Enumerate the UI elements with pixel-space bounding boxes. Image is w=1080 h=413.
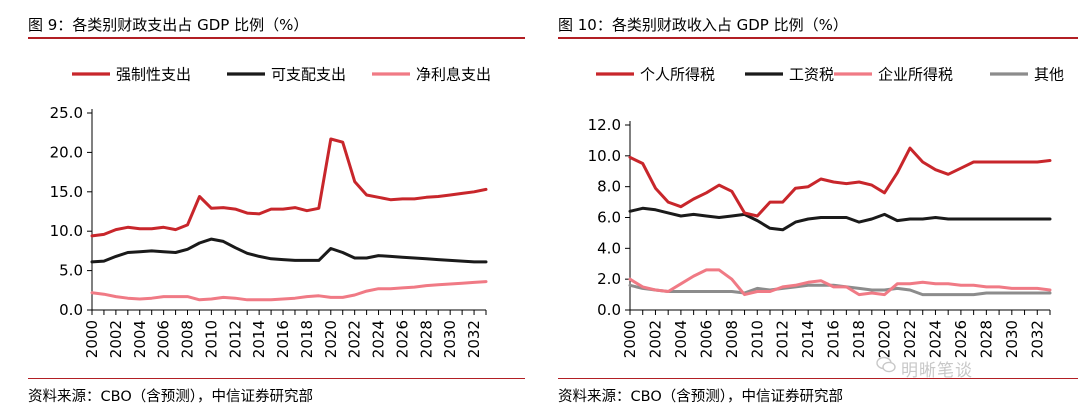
chart-revenue: 个人所得税 工资税 企业所得税 其他 0.0 2.0 4.0 6.0 8.0 10.0 12.0 20…: [588, 66, 1064, 359]
legend-label: 其他: [1034, 66, 1064, 84]
x-tick-label: 2024: [370, 320, 388, 358]
legend-label: 工资税: [789, 66, 834, 84]
title-rule: [558, 37, 1078, 39]
figure-title: 图 9：各类别财政支出占 GDP 比例（%）: [28, 16, 309, 34]
x-tick-label: 2026: [952, 320, 970, 358]
x-tick-label: 2012: [774, 320, 792, 358]
x-tick-label: 2018: [298, 320, 316, 358]
x-tick-label: 2000: [621, 320, 639, 358]
legend-label: 净利息支出: [416, 66, 491, 84]
legend-label: 企业所得税: [878, 66, 953, 84]
series-line: [628, 268, 1052, 297]
y-tick-label: 12.0: [588, 116, 621, 134]
x-tick-label: 2028: [977, 320, 995, 358]
x-tick-label: 2032: [1028, 320, 1046, 358]
x-tick-label: 2032: [465, 320, 483, 358]
y-tick-label: 10.0: [50, 222, 83, 240]
x-tick-label: 2022: [901, 320, 919, 358]
x-tick-label: 2026: [393, 320, 411, 358]
x-tick-label: 2006: [155, 320, 173, 358]
x-tick-label: 2010: [748, 320, 766, 358]
figure-10: 图 10：各类别财政收入占 GDP 比例（%） 资料来源：CBO（含预测），中信…: [548, 0, 1080, 413]
x-tick-label: 2022: [346, 320, 364, 358]
x-tick-label: 2010: [202, 320, 220, 358]
y-tick-label: 5.0: [59, 262, 83, 280]
x-tick-label: 2018: [850, 320, 868, 358]
x-tick-label: 2016: [825, 320, 843, 358]
y-tick-label: 20.0: [50, 143, 83, 161]
series-line: [90, 137, 488, 238]
legend-label: 可支配支出: [271, 66, 346, 84]
x-tick-label: 2024: [926, 320, 944, 358]
source-note: 资料来源：CBO（含预测），中信证券研究部: [558, 389, 843, 405]
y-tick-label: 2.0: [597, 270, 621, 288]
x-tick-label: 2008: [179, 320, 197, 358]
x-tick-label: 2000: [83, 320, 101, 358]
watermark-text: 明晰笔谈: [901, 361, 973, 381]
x-tick-label: 2002: [107, 320, 125, 358]
x-tick-label: 2030: [1003, 320, 1021, 358]
x-tick-label: 2014: [250, 320, 268, 358]
y-tick-label: 8.0: [597, 178, 621, 196]
y-tick-label: 0.0: [59, 301, 83, 319]
series-line: [90, 280, 488, 302]
figure-title: 图 10：各类别财政收入占 GDP 比例（%）: [558, 16, 848, 34]
legend-label: 强制性支出: [116, 66, 191, 84]
legend-label: 个人所得税: [640, 66, 715, 84]
x-tick-label: 2002: [646, 320, 664, 358]
x-tick-label: 2004: [131, 320, 149, 358]
x-tick-label: 2014: [799, 320, 817, 358]
figure-9: 图 9：各类别财政支出占 GDP 比例（%） 资料来源：CBO（含预测），中信证…: [0, 0, 535, 413]
y-tick-label: 0.0: [597, 301, 621, 319]
y-tick-label: 6.0: [597, 209, 621, 227]
chart-expenditure: 强制性支出 可支配支出 净利息支出 0.0 5.0 10.0 15.0 20.0 25.0 200…: [50, 66, 491, 359]
source-note: 资料来源：CBO（含预测），中信证券研究部: [28, 389, 313, 405]
x-tick-label: 2016: [274, 320, 292, 358]
y-tick-label: 4.0: [597, 239, 621, 257]
source-rule: [28, 378, 525, 379]
x-tick-label: 2020: [876, 320, 894, 358]
wechat-icon: [876, 356, 896, 373]
series-line: [628, 146, 1052, 218]
x-tick-label: 2008: [723, 320, 741, 358]
source-rule: [558, 378, 1078, 379]
y-tick-label: 25.0: [50, 104, 83, 122]
x-tick-label: 2030: [441, 320, 459, 358]
x-tick-label: 2020: [322, 320, 340, 358]
title-rule: [28, 37, 525, 39]
x-tick-label: 2028: [417, 320, 435, 358]
y-tick-label: 15.0: [50, 183, 83, 201]
y-tick-label: 10.0: [588, 147, 621, 165]
x-tick-label: 2004: [672, 320, 690, 358]
series-line: [628, 206, 1052, 232]
series-line: [90, 237, 488, 264]
x-tick-label: 2006: [697, 320, 715, 358]
x-tick-label: 2012: [226, 320, 244, 358]
